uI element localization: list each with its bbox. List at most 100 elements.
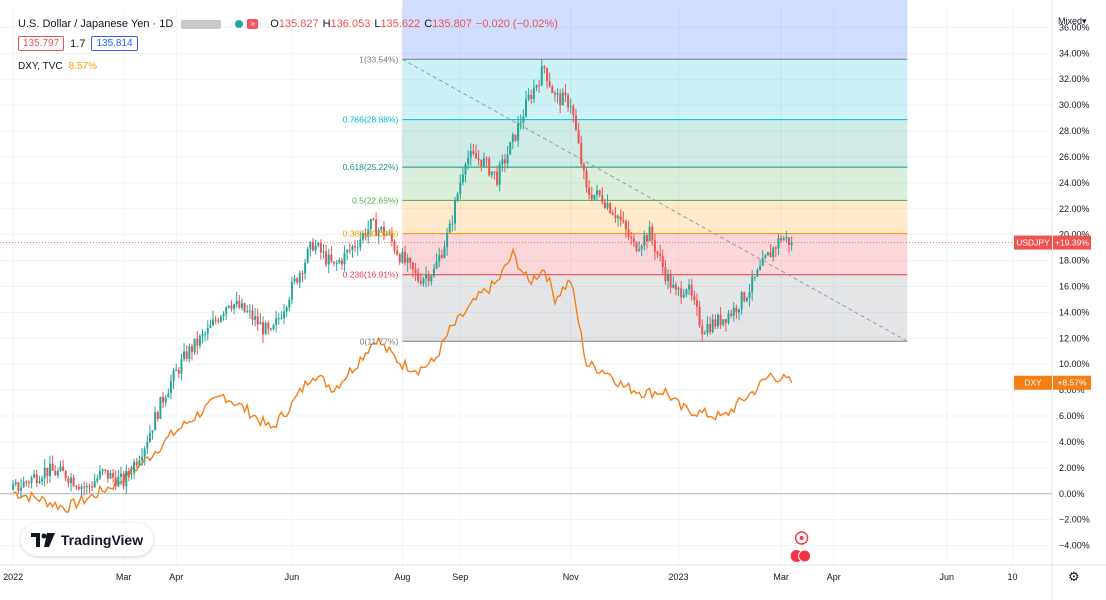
candle-body — [227, 305, 230, 308]
candle-body — [764, 255, 767, 259]
candle-body — [127, 471, 130, 475]
candle-body — [632, 238, 635, 243]
candle-body — [12, 484, 15, 490]
candle-body — [164, 397, 167, 403]
candle-body — [711, 319, 714, 333]
candle-body — [714, 319, 717, 327]
candle-body — [593, 194, 596, 200]
price-axis[interactable]: 36.00% 34.00% 32.00% 30.00% 28.00% 26.00% 24.0… — [1051, 0, 1106, 600]
candle-body — [325, 251, 328, 265]
candle-body — [417, 272, 420, 282]
candle-body — [225, 307, 228, 314]
candle-body — [635, 242, 638, 251]
candle-body — [351, 246, 354, 251]
time-axis[interactable]: 2022 Mar Apr Jun Aug Sep Nov 2023 Mar Apr Jun 10 — [0, 564, 1106, 582]
candle-body — [482, 158, 485, 167]
usdjpy-badge-name: USDJPY — [1016, 238, 1050, 248]
candle-body — [695, 299, 698, 307]
event-markers[interactable] — [790, 531, 812, 563]
price-tick-label: 6.00% — [1059, 411, 1085, 421]
event-marker-dot — [799, 536, 804, 540]
scale-mode-dropdown[interactable]: Mixed▾ — [1058, 16, 1087, 27]
tradingview-logo[interactable]: TradingView — [21, 523, 153, 556]
candle-body — [703, 332, 706, 335]
fib-labels: 1(33.54%) 0.786(28.88%) 0.618(25.22%) 0.5(2… — [343, 54, 399, 346]
candle-body — [106, 470, 109, 479]
price-tick-label: 16.00% — [1059, 282, 1090, 292]
candle-body — [448, 223, 451, 233]
settings-gear-icon[interactable]: ⚙ — [1068, 569, 1080, 584]
candle-body — [380, 226, 383, 230]
candle-body — [338, 260, 341, 264]
time-tick-label: Mar — [116, 572, 132, 582]
candle-body — [759, 265, 762, 270]
usdjpy-candles — [12, 59, 793, 499]
candle-body — [93, 481, 96, 488]
trend-line[interactable] — [402, 58, 908, 342]
candle-body — [67, 478, 70, 483]
candle-body — [680, 288, 683, 298]
market-open-dot — [235, 20, 244, 28]
candle-body — [364, 232, 367, 237]
compare-symbol[interactable]: DXY, TVC — [18, 61, 63, 72]
candle-body — [354, 246, 357, 248]
candle-body — [101, 469, 104, 472]
candle-body — [664, 267, 667, 282]
candle-body — [409, 258, 412, 263]
candle-body — [112, 472, 115, 478]
candle-body — [659, 253, 662, 256]
candle-body — [346, 250, 349, 253]
candle-body — [546, 68, 549, 82]
candle-body — [638, 248, 641, 251]
candle-body — [309, 241, 312, 249]
candle-body — [443, 247, 446, 258]
ask-price[interactable]: 135.814 — [91, 36, 138, 51]
candle-body — [698, 306, 701, 326]
bid-price[interactable]: 135.797 — [18, 36, 65, 51]
fib-level-label: 0.236(16.91%) — [343, 270, 399, 280]
candle-body — [306, 248, 309, 263]
candle-body — [356, 247, 359, 249]
price-axis-bg — [1052, 0, 1106, 600]
chevron-down-icon: ▾ — [1082, 16, 1087, 26]
candle-body — [275, 318, 278, 326]
candle-body — [35, 474, 38, 484]
candle-body — [577, 129, 580, 144]
dxy-badge-name-bg — [1014, 375, 1052, 390]
candle-body — [359, 239, 362, 248]
candle-body — [70, 477, 73, 483]
candle-body — [648, 226, 651, 242]
candle-body — [532, 87, 535, 99]
candle-body — [75, 486, 78, 488]
candle-body — [435, 261, 438, 269]
candle-body — [527, 94, 530, 100]
fibonacci-retracement[interactable] — [402, 0, 908, 342]
candle-body — [467, 157, 470, 165]
symbol-title[interactable]: U.S. Dollar / Japanese Yen · 1D — [18, 18, 174, 30]
fib-level-label: 0.382(20.09%) — [343, 229, 399, 239]
candle-body — [401, 252, 404, 263]
candle-body — [185, 351, 188, 359]
candle-body — [530, 94, 533, 99]
candle-body — [525, 99, 527, 117]
candle-body — [204, 333, 207, 335]
candle-body — [624, 221, 627, 230]
candle-body — [156, 412, 159, 419]
candle-body — [643, 235, 646, 246]
candle-body — [709, 324, 712, 333]
candle-body — [311, 241, 314, 251]
candle-body — [543, 66, 546, 69]
candle-body — [304, 262, 307, 274]
candle-body — [361, 232, 364, 240]
fib-level-label: 0.5(22.65%) — [352, 195, 398, 205]
candle-body — [254, 316, 257, 320]
candle-body — [88, 485, 91, 487]
candle-body — [464, 164, 467, 175]
candle-body — [43, 467, 46, 479]
candle-body — [77, 486, 80, 490]
candle-body — [601, 194, 604, 203]
candle-body — [217, 320, 220, 322]
candle-body — [459, 182, 462, 194]
candle-body — [493, 171, 496, 173]
